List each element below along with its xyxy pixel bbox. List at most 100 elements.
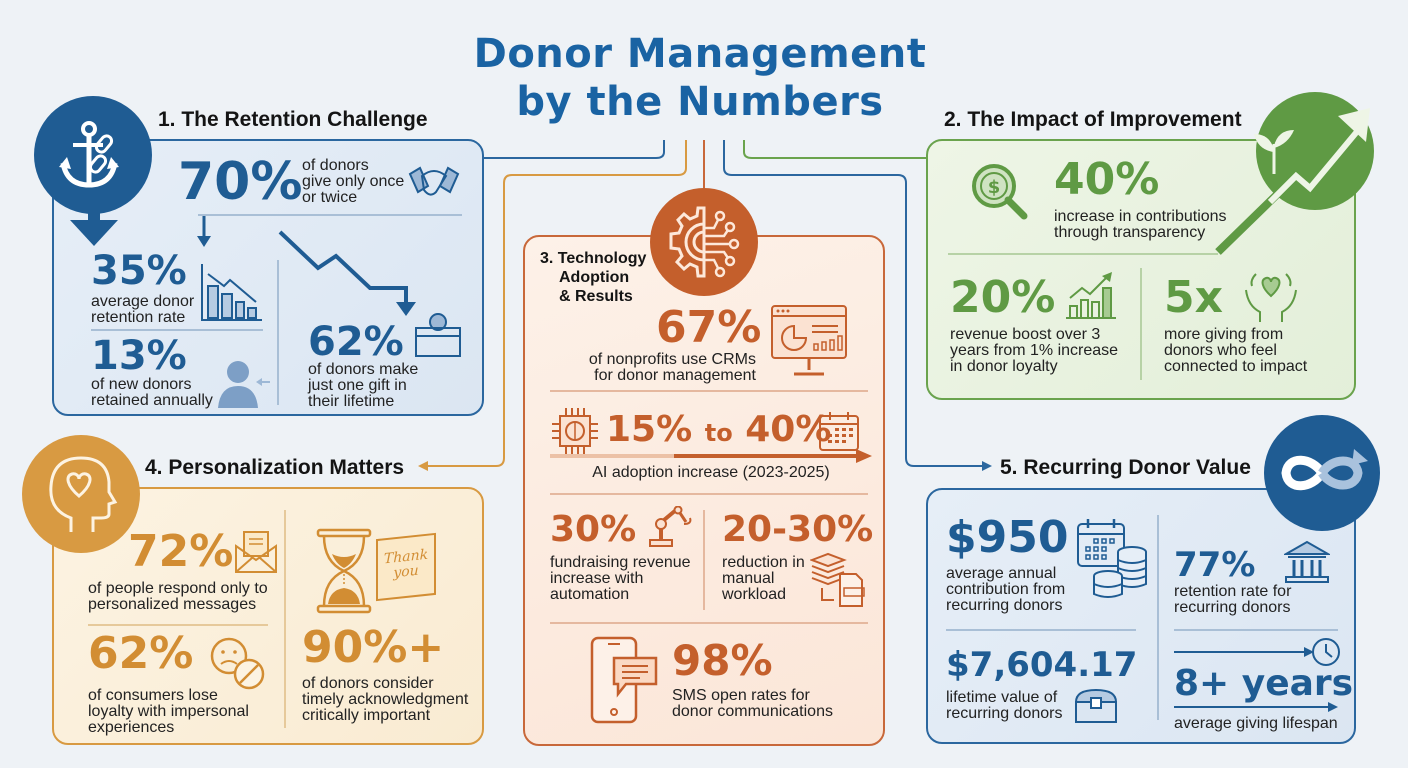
ai-to-value: 40% bbox=[745, 409, 832, 450]
desc-line: their lifetime bbox=[308, 393, 395, 410]
decline-arrow-icon bbox=[278, 230, 416, 316]
thank-you-card-icon: Thank you bbox=[376, 532, 436, 602]
desc-line: retention rate bbox=[91, 309, 186, 326]
stat-13-desc: of new donors retained annually bbox=[91, 377, 213, 409]
desc-line: more giving from bbox=[1164, 326, 1284, 343]
calendar-coins-icon bbox=[1077, 519, 1147, 598]
desc-line: of donors consider bbox=[302, 675, 434, 692]
desc-line: donor communications bbox=[672, 703, 833, 720]
monitor-dashboard-icon bbox=[771, 305, 847, 376]
timeline-arrow bbox=[1174, 702, 1338, 712]
ai-to-word: to bbox=[704, 419, 733, 447]
handshake-icon bbox=[408, 166, 460, 196]
title-line-1: Donor Management bbox=[473, 31, 927, 77]
desc-line: through transparency bbox=[1054, 224, 1206, 241]
calendar-icon bbox=[819, 412, 859, 451]
divider bbox=[550, 390, 868, 392]
stat-ai-adoption-value: 15% to 40% bbox=[606, 412, 831, 448]
stat-20-30-value: 20-30% bbox=[722, 509, 874, 550]
infinity-loop-icon bbox=[1264, 415, 1380, 531]
divider-vertical bbox=[284, 510, 286, 728]
stat-30-desc: fundraising revenue increase with automa… bbox=[550, 555, 691, 603]
stat-20-value: 20% bbox=[950, 272, 1056, 323]
stat-70-desc: of donors give only once or twice bbox=[302, 158, 404, 206]
stat-62-personal-desc: of consumers lose loyalty with impersona… bbox=[88, 688, 249, 736]
stat-5x-desc: more giving from donors who feel connect… bbox=[1164, 327, 1307, 375]
desc-line: recurring donors bbox=[1174, 599, 1291, 616]
down-arrow-icon bbox=[70, 200, 118, 246]
divider-vertical bbox=[703, 510, 705, 610]
recurring-panel bbox=[926, 488, 1356, 744]
desc-line: personalized messages bbox=[88, 596, 257, 613]
impact-title: 2. The Impact of Improvement bbox=[944, 108, 1242, 131]
stat-77-desc: retention rate for recurring donors bbox=[1174, 584, 1291, 616]
desc-line: contribution from bbox=[946, 581, 1066, 598]
title-line: & Results bbox=[559, 288, 633, 305]
title-line: Adoption bbox=[559, 269, 630, 286]
small-down-arrow-icon bbox=[197, 216, 211, 247]
stat-77-value: 77% bbox=[1174, 545, 1256, 585]
desc-line: automation bbox=[550, 586, 630, 603]
stat-35-value: 35% bbox=[91, 248, 187, 294]
desc-line: of consumers lose bbox=[88, 687, 218, 704]
technology-title: 3. Technology Adoption & Results bbox=[540, 249, 646, 306]
divider bbox=[946, 629, 1136, 631]
stat-98-desc: SMS open rates for donor communications bbox=[672, 688, 833, 720]
title-line: 3. Technology bbox=[540, 250, 647, 267]
stat-62-desc: of donors make just one gift in their li… bbox=[308, 362, 418, 410]
divider bbox=[550, 622, 868, 624]
desc-line: connected to impact bbox=[1164, 358, 1308, 375]
divider-vertical bbox=[277, 260, 279, 405]
desc-line: revenue boost over 3 bbox=[950, 326, 1101, 343]
desc-line: manual bbox=[722, 570, 775, 587]
desc-line: loyalty with impersonal bbox=[88, 703, 249, 720]
stat-40-desc: increase in contributions through transp… bbox=[1054, 209, 1227, 241]
desc-line: retention rate for bbox=[1174, 583, 1292, 600]
stat-90-desc: of donors consider timely acknowledgment… bbox=[302, 676, 468, 724]
sad-face-blocked-icon bbox=[210, 637, 265, 690]
desc-line: experiences bbox=[88, 719, 175, 736]
rising-bar-chart-icon bbox=[1066, 272, 1116, 319]
desc-line: retained annually bbox=[91, 392, 213, 409]
stat-70-value: 70% bbox=[178, 152, 303, 212]
stat-950-desc: average annual contribution from recurri… bbox=[946, 566, 1065, 614]
donation-box-icon bbox=[415, 313, 461, 357]
desc-line: fundraising revenue bbox=[550, 554, 691, 571]
person-silhouette-icon bbox=[218, 361, 270, 408]
desc-line: of nonprofits use CRMs bbox=[588, 351, 756, 368]
hourglass-icon bbox=[316, 528, 372, 614]
stat-lifetime-desc: lifetime value of recurring donors bbox=[946, 690, 1063, 722]
stat-lifetime-value: $7,604.17 bbox=[946, 645, 1138, 685]
desc-line: critically important bbox=[302, 707, 431, 724]
stat-5x-value: 5x bbox=[1164, 272, 1223, 323]
stat-years-desc: average giving lifespan bbox=[1174, 715, 1338, 732]
desc-line: timely acknowledgment bbox=[302, 691, 469, 708]
desc-line: reduction in bbox=[722, 554, 805, 571]
divider-vertical bbox=[1140, 268, 1142, 380]
stat-67-desc: of nonprofits use CRMs for donor managem… bbox=[588, 352, 756, 384]
stat-90-value: 90%+ bbox=[302, 622, 445, 673]
title-line-2: by the Numbers bbox=[516, 79, 884, 125]
desc-line: of people respond only to bbox=[88, 580, 268, 597]
stat-62-personal-value: 62% bbox=[88, 628, 194, 679]
desc-line: SMS open rates for bbox=[672, 687, 810, 704]
desc-line: in donor loyalty bbox=[950, 358, 1058, 375]
desc-line: of donors bbox=[302, 157, 369, 174]
stat-72-value: 72% bbox=[128, 526, 234, 577]
desc-line: lifetime value of bbox=[946, 689, 1058, 706]
desc-line: give only once bbox=[302, 173, 405, 190]
desc-line: or twice bbox=[302, 189, 358, 206]
stat-62-value: 62% bbox=[308, 319, 404, 365]
phone-message-icon bbox=[590, 636, 658, 724]
divider bbox=[1174, 629, 1338, 631]
robot-arm-icon bbox=[649, 506, 692, 547]
clock-arrow-icon bbox=[1174, 638, 1340, 666]
head-heart-icon bbox=[22, 435, 140, 553]
divider bbox=[91, 329, 263, 331]
recurring-title: 5. Recurring Donor Value bbox=[1000, 456, 1251, 479]
stat-20-desc: revenue boost over 3 years from 1% incre… bbox=[950, 327, 1118, 375]
stat-72-desc: of people respond only to personalized m… bbox=[88, 581, 268, 613]
desc-line: of new donors bbox=[91, 376, 192, 393]
divider bbox=[948, 253, 1218, 255]
